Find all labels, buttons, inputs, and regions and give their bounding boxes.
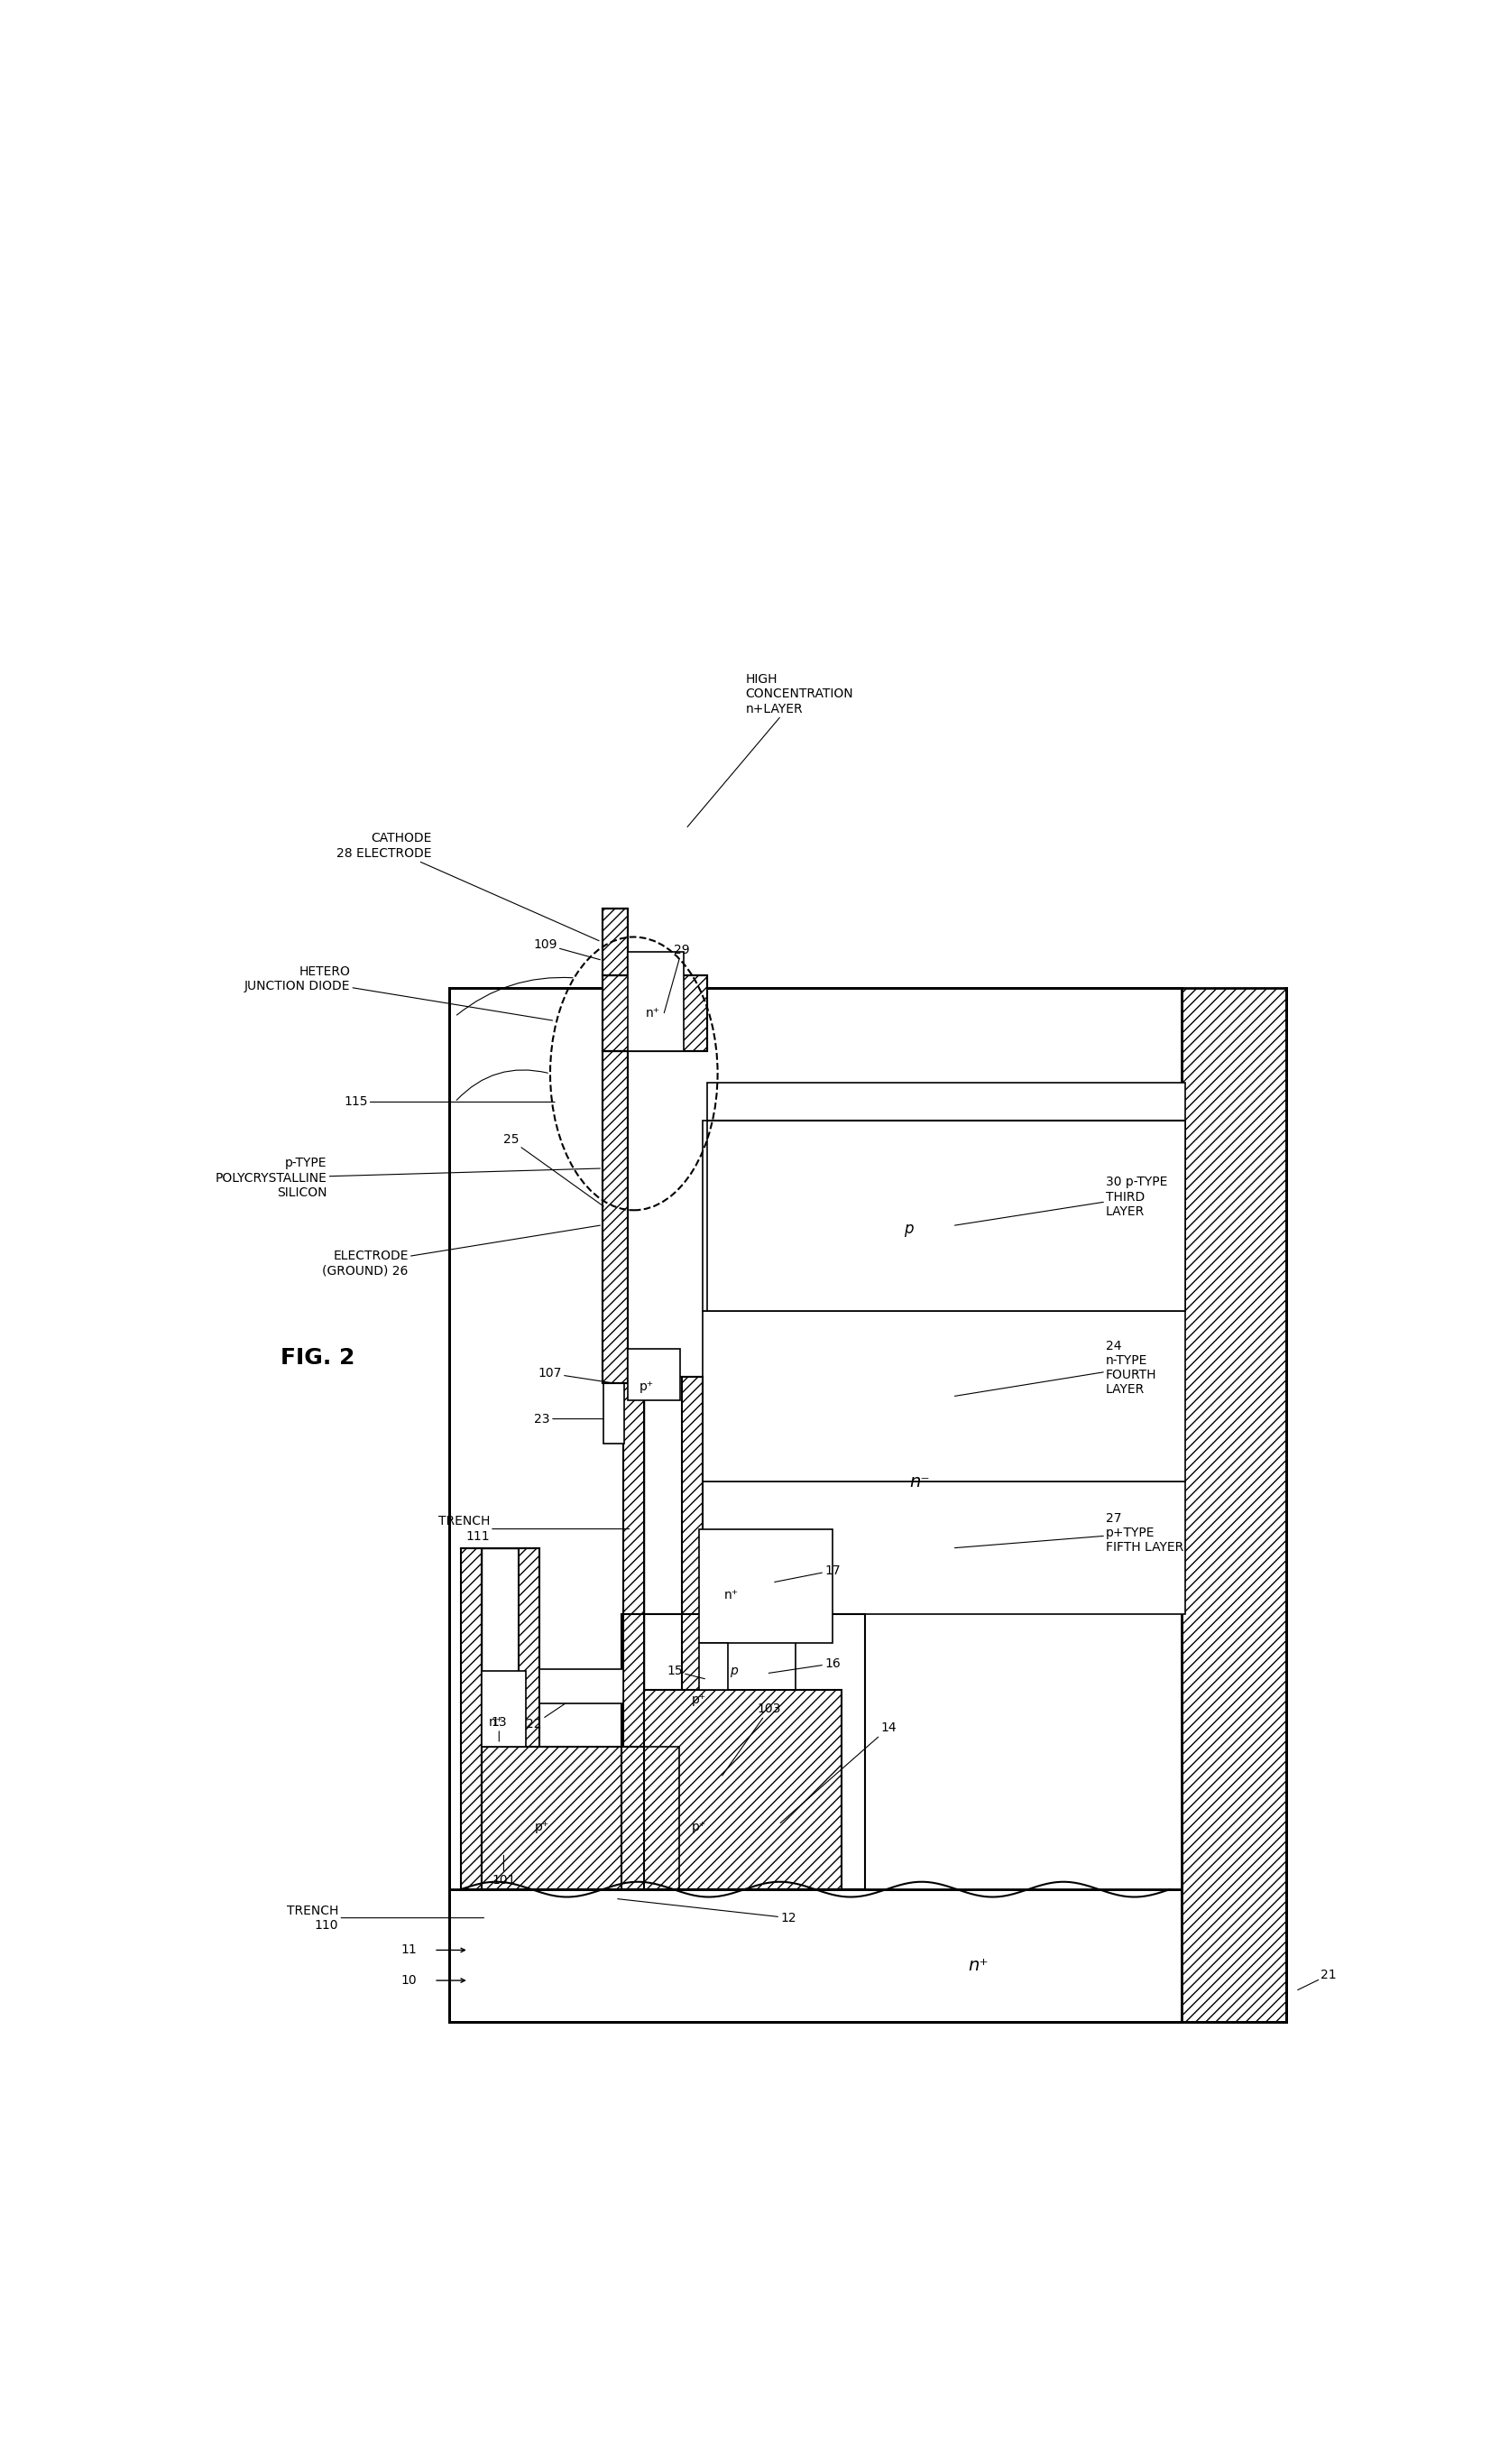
Text: TRENCH
110: TRENCH 110 xyxy=(286,1905,484,1932)
Text: 17: 17 xyxy=(774,1565,840,1582)
Bar xyxy=(448,1890,1182,2023)
Bar xyxy=(645,1690,842,1890)
Text: 22: 22 xyxy=(526,1703,566,1730)
Text: p: p xyxy=(730,1666,738,1678)
Text: 14: 14 xyxy=(780,1722,895,1823)
Bar xyxy=(628,951,684,1050)
Text: 115: 115 xyxy=(344,1096,555,1109)
Text: 107: 107 xyxy=(538,1368,612,1382)
Text: ELECTRODE
(GROUND) 26: ELECTRODE (GROUND) 26 xyxy=(322,1225,600,1276)
Bar xyxy=(1182,988,1285,2023)
Bar xyxy=(706,1084,1185,1311)
Text: n⁺: n⁺ xyxy=(968,1956,988,1974)
Bar xyxy=(481,1747,679,1890)
Text: 30 p-TYPE
THIRD
LAYER: 30 p-TYPE THIRD LAYER xyxy=(956,1175,1167,1225)
Text: 13: 13 xyxy=(490,1715,507,1742)
Text: FIG. 2: FIG. 2 xyxy=(280,1348,355,1370)
Bar xyxy=(603,976,706,1050)
Text: 16: 16 xyxy=(770,1658,840,1673)
Bar xyxy=(621,1614,865,1890)
Text: p-TYPE
POLYCRYSTALLINE
SILICON: p-TYPE POLYCRYSTALLINE SILICON xyxy=(216,1158,600,1200)
Text: CATHODE
28 ELECTRODE: CATHODE 28 ELECTRODE xyxy=(336,833,598,941)
Text: n⁻: n⁻ xyxy=(909,1473,930,1491)
Bar xyxy=(702,1481,1185,1614)
Text: 25: 25 xyxy=(502,1133,603,1207)
Text: p⁺: p⁺ xyxy=(639,1380,654,1392)
Bar xyxy=(681,1377,702,1890)
Bar xyxy=(624,1377,645,1890)
Text: 11: 11 xyxy=(400,1944,417,1956)
Text: 29: 29 xyxy=(664,944,690,1013)
Text: TRENCH
111: TRENCH 111 xyxy=(438,1515,630,1542)
Bar xyxy=(448,988,1182,1890)
Text: 101: 101 xyxy=(492,1855,516,1887)
Text: p⁺: p⁺ xyxy=(692,1821,706,1833)
Bar xyxy=(460,1547,481,1890)
Bar xyxy=(519,1547,540,1890)
Text: p⁺: p⁺ xyxy=(692,1693,706,1705)
Bar xyxy=(645,1377,681,1890)
Text: 15: 15 xyxy=(667,1666,705,1678)
Text: 23: 23 xyxy=(534,1412,603,1424)
Bar xyxy=(645,1690,842,1890)
Bar xyxy=(628,1348,681,1400)
Text: p: p xyxy=(903,1222,913,1237)
Text: p⁺: p⁺ xyxy=(535,1821,549,1833)
Bar xyxy=(699,1528,833,1643)
Bar xyxy=(699,1643,728,1690)
Bar xyxy=(603,909,628,976)
Bar xyxy=(702,1311,1185,1481)
Text: 27
p+TYPE
FIFTH LAYER: 27 p+TYPE FIFTH LAYER xyxy=(956,1513,1184,1555)
Text: HIGH
CONCENTRATION
n+LAYER: HIGH CONCENTRATION n+LAYER xyxy=(687,673,853,828)
Bar xyxy=(702,1121,1185,1311)
Text: 12: 12 xyxy=(618,1900,796,1924)
Bar xyxy=(603,1050,628,1382)
Text: n⁺: n⁺ xyxy=(489,1715,502,1730)
Bar xyxy=(603,1382,624,1444)
Text: 103: 103 xyxy=(723,1703,782,1777)
Text: n⁺: n⁺ xyxy=(645,1005,660,1020)
Bar xyxy=(603,1050,628,1382)
Bar xyxy=(481,1547,519,1890)
Text: 109: 109 xyxy=(534,939,600,958)
Text: 10: 10 xyxy=(400,1974,417,1986)
Text: 24
n-TYPE
FOURTH
LAYER: 24 n-TYPE FOURTH LAYER xyxy=(956,1340,1157,1397)
Text: HETERO
JUNCTION DIODE: HETERO JUNCTION DIODE xyxy=(244,966,552,1020)
Bar xyxy=(540,1668,624,1703)
Bar xyxy=(481,1747,679,1890)
Text: n⁺: n⁺ xyxy=(724,1589,739,1602)
Bar xyxy=(603,909,628,976)
Text: 21: 21 xyxy=(1297,1969,1336,1991)
Bar xyxy=(603,976,706,1050)
Bar xyxy=(481,1671,526,1747)
Bar xyxy=(702,1619,795,1690)
